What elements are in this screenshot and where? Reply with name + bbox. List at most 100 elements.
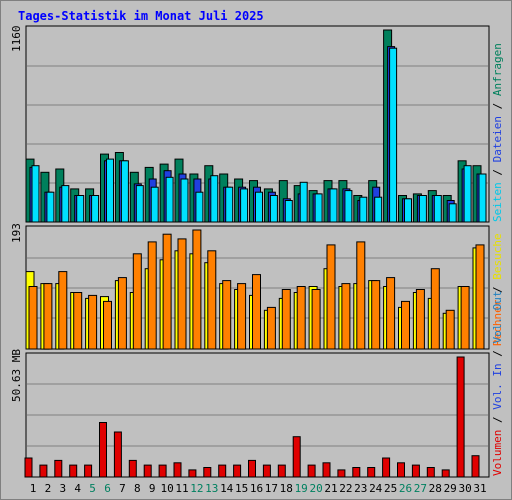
day-label-13: 13 (205, 482, 218, 495)
volume-bar-day-16 (248, 459, 256, 478)
hosts-bar-day-19 (296, 286, 306, 350)
pages-bar-day-18 (284, 200, 293, 223)
pages-bar-day-23 (359, 196, 368, 223)
pages-bar-day-5 (91, 195, 100, 223)
hosts-bar-day-1 (28, 286, 38, 350)
volume-bar-day-1 (24, 457, 33, 478)
day-label-7: 7 (119, 482, 126, 495)
hosts-bar-day-28 (430, 268, 440, 350)
hosts-bar-day-9 (147, 241, 157, 350)
pages-bar-day-24 (374, 196, 383, 223)
pages-bar-day-19 (299, 181, 308, 223)
hosts-bar-day-12 (192, 229, 202, 350)
pages-bar-day-9 (150, 186, 159, 223)
pages-bar-day-12 (195, 191, 204, 223)
volume-bar-day-9 (143, 464, 152, 478)
pages-bar-day-21 (329, 188, 338, 223)
volume-legend: Volumen / Vol. In / Vol. Out (491, 291, 504, 476)
hosts-bar-day-21 (326, 244, 336, 350)
requests-panel: 1160 (10, 25, 490, 223)
requests-max-label: 1160 (10, 26, 23, 53)
volume-bar-day-6 (99, 422, 107, 478)
hosts-bar-day-16 (252, 274, 261, 350)
hosts-bar-day-17 (266, 306, 276, 350)
hosts-bar-day-8 (132, 253, 142, 350)
volume-panel: 50.63 MB (10, 349, 490, 478)
hosts-bar-day-22 (341, 283, 351, 350)
hosts-bar-day-6 (103, 300, 112, 350)
hosts-bar-day-2 (43, 283, 53, 350)
hosts-bar-day-14 (222, 280, 232, 350)
pages-bar-day-22 (344, 190, 353, 223)
volume-bar-day-17 (262, 464, 271, 478)
pages-bar-day-26 (404, 198, 412, 223)
volume-bar-day-15 (233, 464, 242, 478)
day-label-19: 19 (295, 482, 308, 495)
volume-bar-day-27 (411, 464, 420, 478)
volume-bar-day-31 (471, 455, 480, 478)
day-label-27: 27 (414, 482, 427, 495)
volume-bar-day-14 (218, 464, 227, 478)
day-label-26: 26 (399, 482, 412, 495)
day-label-10: 10 (160, 482, 173, 495)
day-label-29: 29 (444, 482, 457, 495)
hosts-bar-day-27 (415, 289, 425, 350)
day-label-6: 6 (104, 482, 111, 495)
hosts-bar-day-20 (311, 289, 321, 350)
visits-max-label: 193 (10, 223, 23, 243)
volume-bar-day-11 (173, 462, 182, 478)
legend-vol-out: Vol. Out (491, 291, 504, 344)
hosts-bar-day-13 (207, 250, 217, 350)
pages-bar-day-2 (46, 191, 55, 223)
pages-bar-day-27 (418, 195, 427, 223)
chart-title: Tages-Statistik im Monat Juli 2025 (18, 9, 264, 23)
pages-bar-day-29 (448, 203, 457, 223)
day-label-24: 24 (369, 482, 383, 495)
hosts-bar-day-5 (88, 294, 98, 350)
volume-bar-day-2 (39, 464, 48, 478)
day-label-3: 3 (59, 482, 66, 495)
visits-panel: 193 (10, 223, 490, 350)
day-label-31: 31 (473, 482, 486, 495)
volume-bar-day-5 (84, 464, 93, 478)
svg-text:Seiten / Dateien / Anfragen: Seiten / Dateien / Anfragen (491, 43, 504, 222)
hosts-bar-day-30 (460, 286, 470, 350)
volume-bar-day-8 (128, 459, 137, 478)
volume-bar-day-10 (158, 464, 167, 478)
legend-besuche: Besuche (491, 233, 504, 279)
pages-bar-day-4 (76, 195, 85, 223)
day-label-1: 1 (30, 482, 37, 495)
volume-max-label: 50.63 MB (10, 349, 23, 402)
hosts-bar-day-31 (475, 244, 485, 350)
pages-bar-day-30 (463, 165, 472, 223)
day-label-8: 8 (134, 482, 141, 495)
pages-bar-day-1 (31, 165, 40, 223)
day-label-4: 4 (74, 482, 81, 495)
hosts-bar-day-4 (73, 292, 83, 350)
day-label-25: 25 (384, 482, 397, 495)
hosts-bar-day-24 (371, 280, 381, 350)
legend-rechner: Rechner (491, 299, 504, 346)
hosts-bar-day-11 (177, 238, 187, 350)
volume-bar-day-13 (203, 467, 212, 478)
legend-dateien: Dateien (491, 116, 504, 162)
hosts-bar-day-7 (117, 277, 127, 350)
day-label-21: 21 (324, 482, 337, 495)
day-label-28: 28 (429, 482, 442, 495)
volume-bar-day-22 (337, 469, 346, 478)
volume-bar-day-30 (456, 356, 465, 478)
legend-vol-in: Vol. In (491, 363, 504, 409)
pages-bar-day-28 (433, 195, 442, 223)
pages-bar-day-3 (61, 185, 70, 223)
day-label-30: 30 (458, 482, 471, 495)
day-label-15: 15 (235, 482, 248, 495)
volume-bar-day-23 (352, 467, 361, 478)
volume-bar-day-20 (307, 464, 316, 478)
volume-bar-day-7 (113, 431, 122, 478)
day-label-9: 9 (149, 482, 156, 495)
hosts-bar-day-15 (237, 283, 247, 350)
day-label-17: 17 (265, 482, 278, 495)
volume-bar-day-29 (441, 469, 450, 478)
